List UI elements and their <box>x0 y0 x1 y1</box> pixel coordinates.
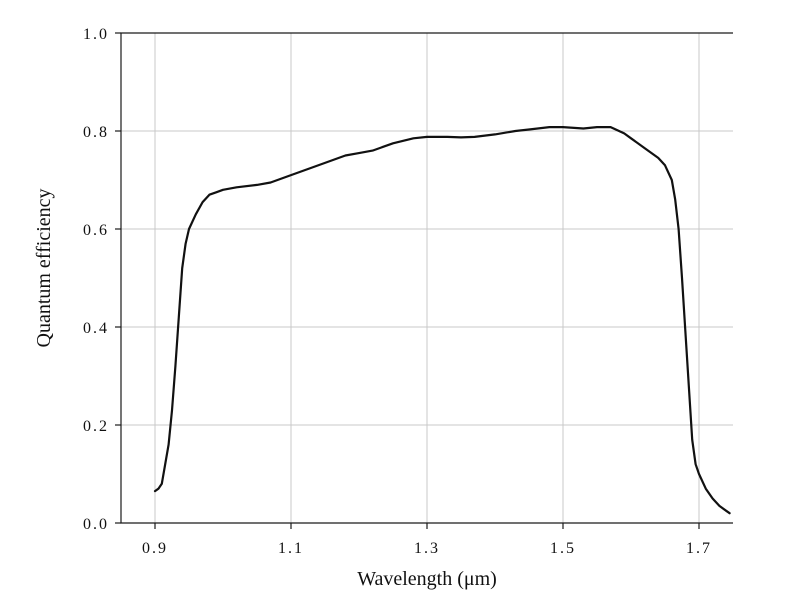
x-tick-label: 1.3 <box>414 540 440 557</box>
y-tick-label: 0.8 <box>83 124 109 141</box>
series-layer <box>153 126 731 515</box>
grid <box>121 33 733 523</box>
y-axis-ticks: 0.0 0.2 0.4 0.6 0.8 1.0 <box>83 26 121 533</box>
y-tick-label: 0.0 <box>83 516 109 533</box>
x-tick-label: 1.1 <box>278 540 304 557</box>
y-tick-label: 1.0 <box>83 26 109 43</box>
y-tick-label: 0.4 <box>83 320 109 337</box>
x-tick-label: 0.9 <box>142 540 168 557</box>
x-axis-label: Wavelength (μm) <box>357 568 497 590</box>
x-tick-label: 1.5 <box>550 540 576 557</box>
y-tick-label: 0.6 <box>83 222 109 239</box>
y-tick-label: 0.2 <box>83 418 109 435</box>
y-axis-label: Quantum efficiency <box>33 188 55 347</box>
x-axis-ticks: 0.9 1.1 1.3 1.5 1.7 <box>142 523 712 557</box>
quantum-efficiency-line <box>153 126 731 515</box>
x-tick-label: 1.7 <box>686 540 712 557</box>
